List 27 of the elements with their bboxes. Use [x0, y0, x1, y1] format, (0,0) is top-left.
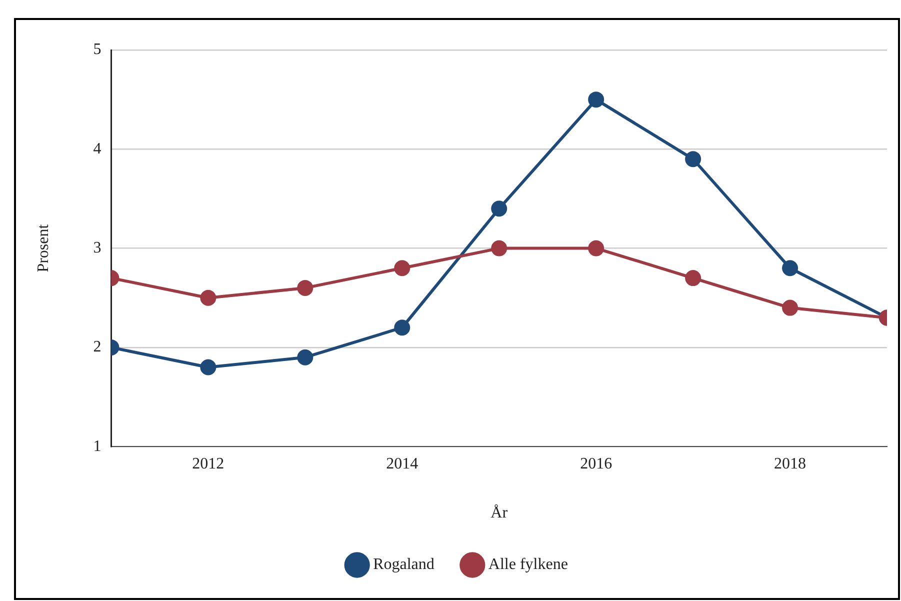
y-tick-label: 3	[93, 240, 102, 257]
x-tick-label: 2014	[386, 455, 418, 472]
point	[685, 270, 702, 286]
point	[491, 240, 508, 256]
x-tick-label: 2016	[580, 455, 612, 472]
point	[588, 240, 604, 256]
legend-label: Rogaland	[373, 556, 434, 574]
point	[685, 151, 702, 168]
point	[491, 200, 508, 217]
y-tick-label: 5	[93, 41, 102, 58]
point	[394, 320, 410, 336]
point	[394, 260, 410, 276]
x-axis-title: År	[490, 504, 508, 522]
point	[782, 300, 798, 316]
x-tick-label: 2012	[192, 455, 224, 472]
y-axis-title: Prosent	[34, 224, 52, 272]
x-tick-label: 2018	[774, 455, 806, 472]
point	[782, 260, 798, 276]
y-tick-label: 2	[93, 338, 102, 356]
y-tick-label: 4	[93, 140, 102, 158]
point	[297, 349, 314, 366]
point	[200, 359, 216, 376]
legend-label: Alle fylkene	[488, 556, 568, 574]
point	[200, 290, 216, 306]
y-tick-label: 1	[93, 438, 102, 455]
point	[297, 280, 314, 296]
point	[588, 92, 604, 108]
